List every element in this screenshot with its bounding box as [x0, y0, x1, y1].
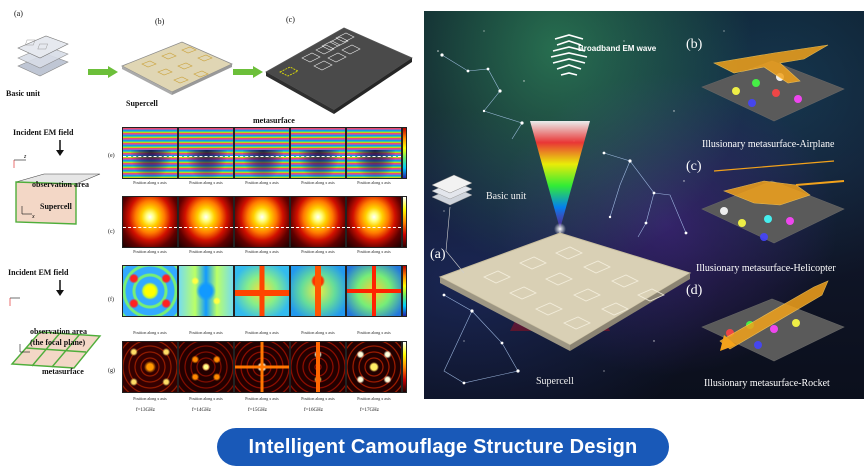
- field-map-row2-col4: [290, 196, 346, 248]
- colorbar-row1: [402, 127, 407, 179]
- incident-field-label-1: Incident EM field: [13, 128, 74, 137]
- caption-airplane: Illusionary metasurface-Airplane: [702, 139, 835, 150]
- panel-letter-a: (a): [14, 9, 23, 18]
- arrow-right-icon: [233, 66, 263, 78]
- x-axis-caption: Position along x axis: [133, 249, 167, 254]
- field-map-row3-col1: [122, 265, 178, 317]
- x-axis-caption: Position along x axis: [133, 396, 167, 401]
- x-axis-caption: Position along x axis: [245, 249, 279, 254]
- basic-unit-label: Basic unit: [6, 89, 41, 98]
- x-axis-caption: Position along x axis: [301, 330, 335, 335]
- helicopter-metasurface-illustration: [701, 160, 845, 244]
- field-map-row2-col3: [234, 196, 290, 248]
- field-map-row2-col5: [346, 196, 402, 248]
- arrow-right-icon: [88, 66, 118, 78]
- frequency-label-5: f=17GHz: [360, 408, 379, 413]
- airplane-metasurface-illustration: [701, 44, 845, 122]
- x-axis-caption: Position along x axis: [189, 180, 223, 185]
- space-illustration: Broadband EM wave Basic unit Supercell (…: [424, 11, 864, 399]
- x-axis-caption: Position along x axis: [357, 249, 391, 254]
- field-map-row2-col1: [122, 196, 178, 248]
- focal-plane-label: (the focal plane): [30, 338, 86, 347]
- svg-text:z: z: [23, 154, 27, 160]
- x-axis-caption: Position along x axis: [301, 249, 335, 254]
- colorbar-row2: [402, 196, 407, 248]
- x-axis-caption: Position along x axis: [357, 396, 391, 401]
- field-map-row1-col4: [290, 127, 346, 179]
- caption-rocket: Illusionary metasurface-Rocket: [704, 378, 830, 389]
- x-axis-caption: Position along x axis: [189, 396, 223, 401]
- incident-field-label-2: Incident EM field: [8, 268, 69, 277]
- frequency-label-2: f=14GHz: [192, 408, 211, 413]
- field-map-row3-col2: [178, 265, 234, 317]
- x-axis-caption: Position along x axis: [245, 330, 279, 335]
- basic-unit-label-right: Basic unit: [486, 191, 527, 202]
- field-map-row4-col2: [178, 341, 234, 393]
- x-axis-caption: Position along x axis: [133, 180, 167, 185]
- panel-letter-c-right: (c): [686, 159, 702, 174]
- row-tag-1: (e): [108, 153, 115, 159]
- field-map-row1-col1: [122, 127, 178, 179]
- field-map-row4-col1: [122, 341, 178, 393]
- field-map-row4-col5: [346, 341, 402, 393]
- field-map-row3-col5: [346, 265, 402, 317]
- panel-letter-b: (b): [155, 17, 165, 26]
- space-scene-graphics: [431, 30, 845, 385]
- panel-letter-b-right: (b): [686, 37, 703, 52]
- frequency-label-4: f=16GHz: [304, 408, 323, 413]
- field-map-row4-col3: [234, 341, 290, 393]
- x-axis-caption: Position along x axis: [357, 330, 391, 335]
- supercell-small-label: Supercell: [40, 202, 72, 211]
- page-title: Intelligent Camouflage Structure Design: [248, 435, 638, 458]
- supercell-label: Supercell: [126, 99, 158, 108]
- colorbar-row4: [402, 341, 407, 393]
- incident-field-diagram-1: z x: [13, 140, 101, 225]
- basic-unit-icon: [431, 174, 473, 206]
- rocket-metasurface-illustration: [701, 280, 845, 362]
- observation-area-label-2: observation area: [30, 327, 87, 336]
- row-tag-3: (f): [108, 297, 114, 303]
- field-map-row3-col3: [234, 265, 290, 317]
- title-banner: Intelligent Camouflage Structure Design: [217, 428, 669, 466]
- colorbar-row3: [402, 265, 407, 317]
- wave-packet-icon: [550, 34, 588, 76]
- field-map-row4-col4: [290, 341, 346, 393]
- x-axis-caption: Position along x axis: [245, 396, 279, 401]
- field-map-row2-col2: [178, 196, 234, 248]
- row-tag-2: (c): [108, 229, 115, 235]
- panel-letter-d-right: (d): [686, 283, 703, 298]
- broadband-label: Broadband EM wave: [578, 44, 657, 53]
- x-axis-caption: Position along x axis: [133, 330, 167, 335]
- metasurface-plate-illustration: [265, 27, 413, 114]
- left-scientific-figure: (a) (b) (c) Basic unit Supercell: [0, 0, 420, 426]
- x-axis-caption: Position along x axis: [357, 180, 391, 185]
- incident-field-diagram-2: [9, 280, 102, 369]
- frequency-label-1: f=13GHz: [136, 408, 155, 413]
- panel-letter-c: (c): [286, 15, 295, 24]
- x-axis-caption: Position along x axis: [245, 180, 279, 185]
- metasurface-small-label: metasurface: [42, 367, 84, 376]
- x-axis-caption: Position along x axis: [301, 180, 335, 185]
- x-axis-caption: Position along x axis: [189, 249, 223, 254]
- observation-area-label-1: observation area: [32, 180, 89, 189]
- field-map-row3-col4: [290, 265, 346, 317]
- row-tag-4: (g): [108, 368, 115, 374]
- x-axis-caption: Position along x axis: [301, 396, 335, 401]
- frequency-label-3: f=15GHz: [248, 408, 267, 413]
- x-axis-caption: Position along x axis: [189, 330, 223, 335]
- caption-helicopter: Illusionary metasurface-Helicopter: [696, 263, 836, 274]
- field-map-row1-col3: [234, 127, 290, 179]
- supercell-plate-illustration: [121, 41, 233, 95]
- metasurface-label: metasurface: [253, 116, 295, 125]
- supercell-label-right: Supercell: [536, 376, 574, 387]
- field-map-row1-col2: [178, 127, 234, 179]
- field-map-row1-col5: [346, 127, 402, 179]
- panel-letter-a-right: (a): [430, 247, 446, 262]
- svg-text:x: x: [31, 214, 35, 220]
- basic-unit-illustration: [17, 35, 69, 77]
